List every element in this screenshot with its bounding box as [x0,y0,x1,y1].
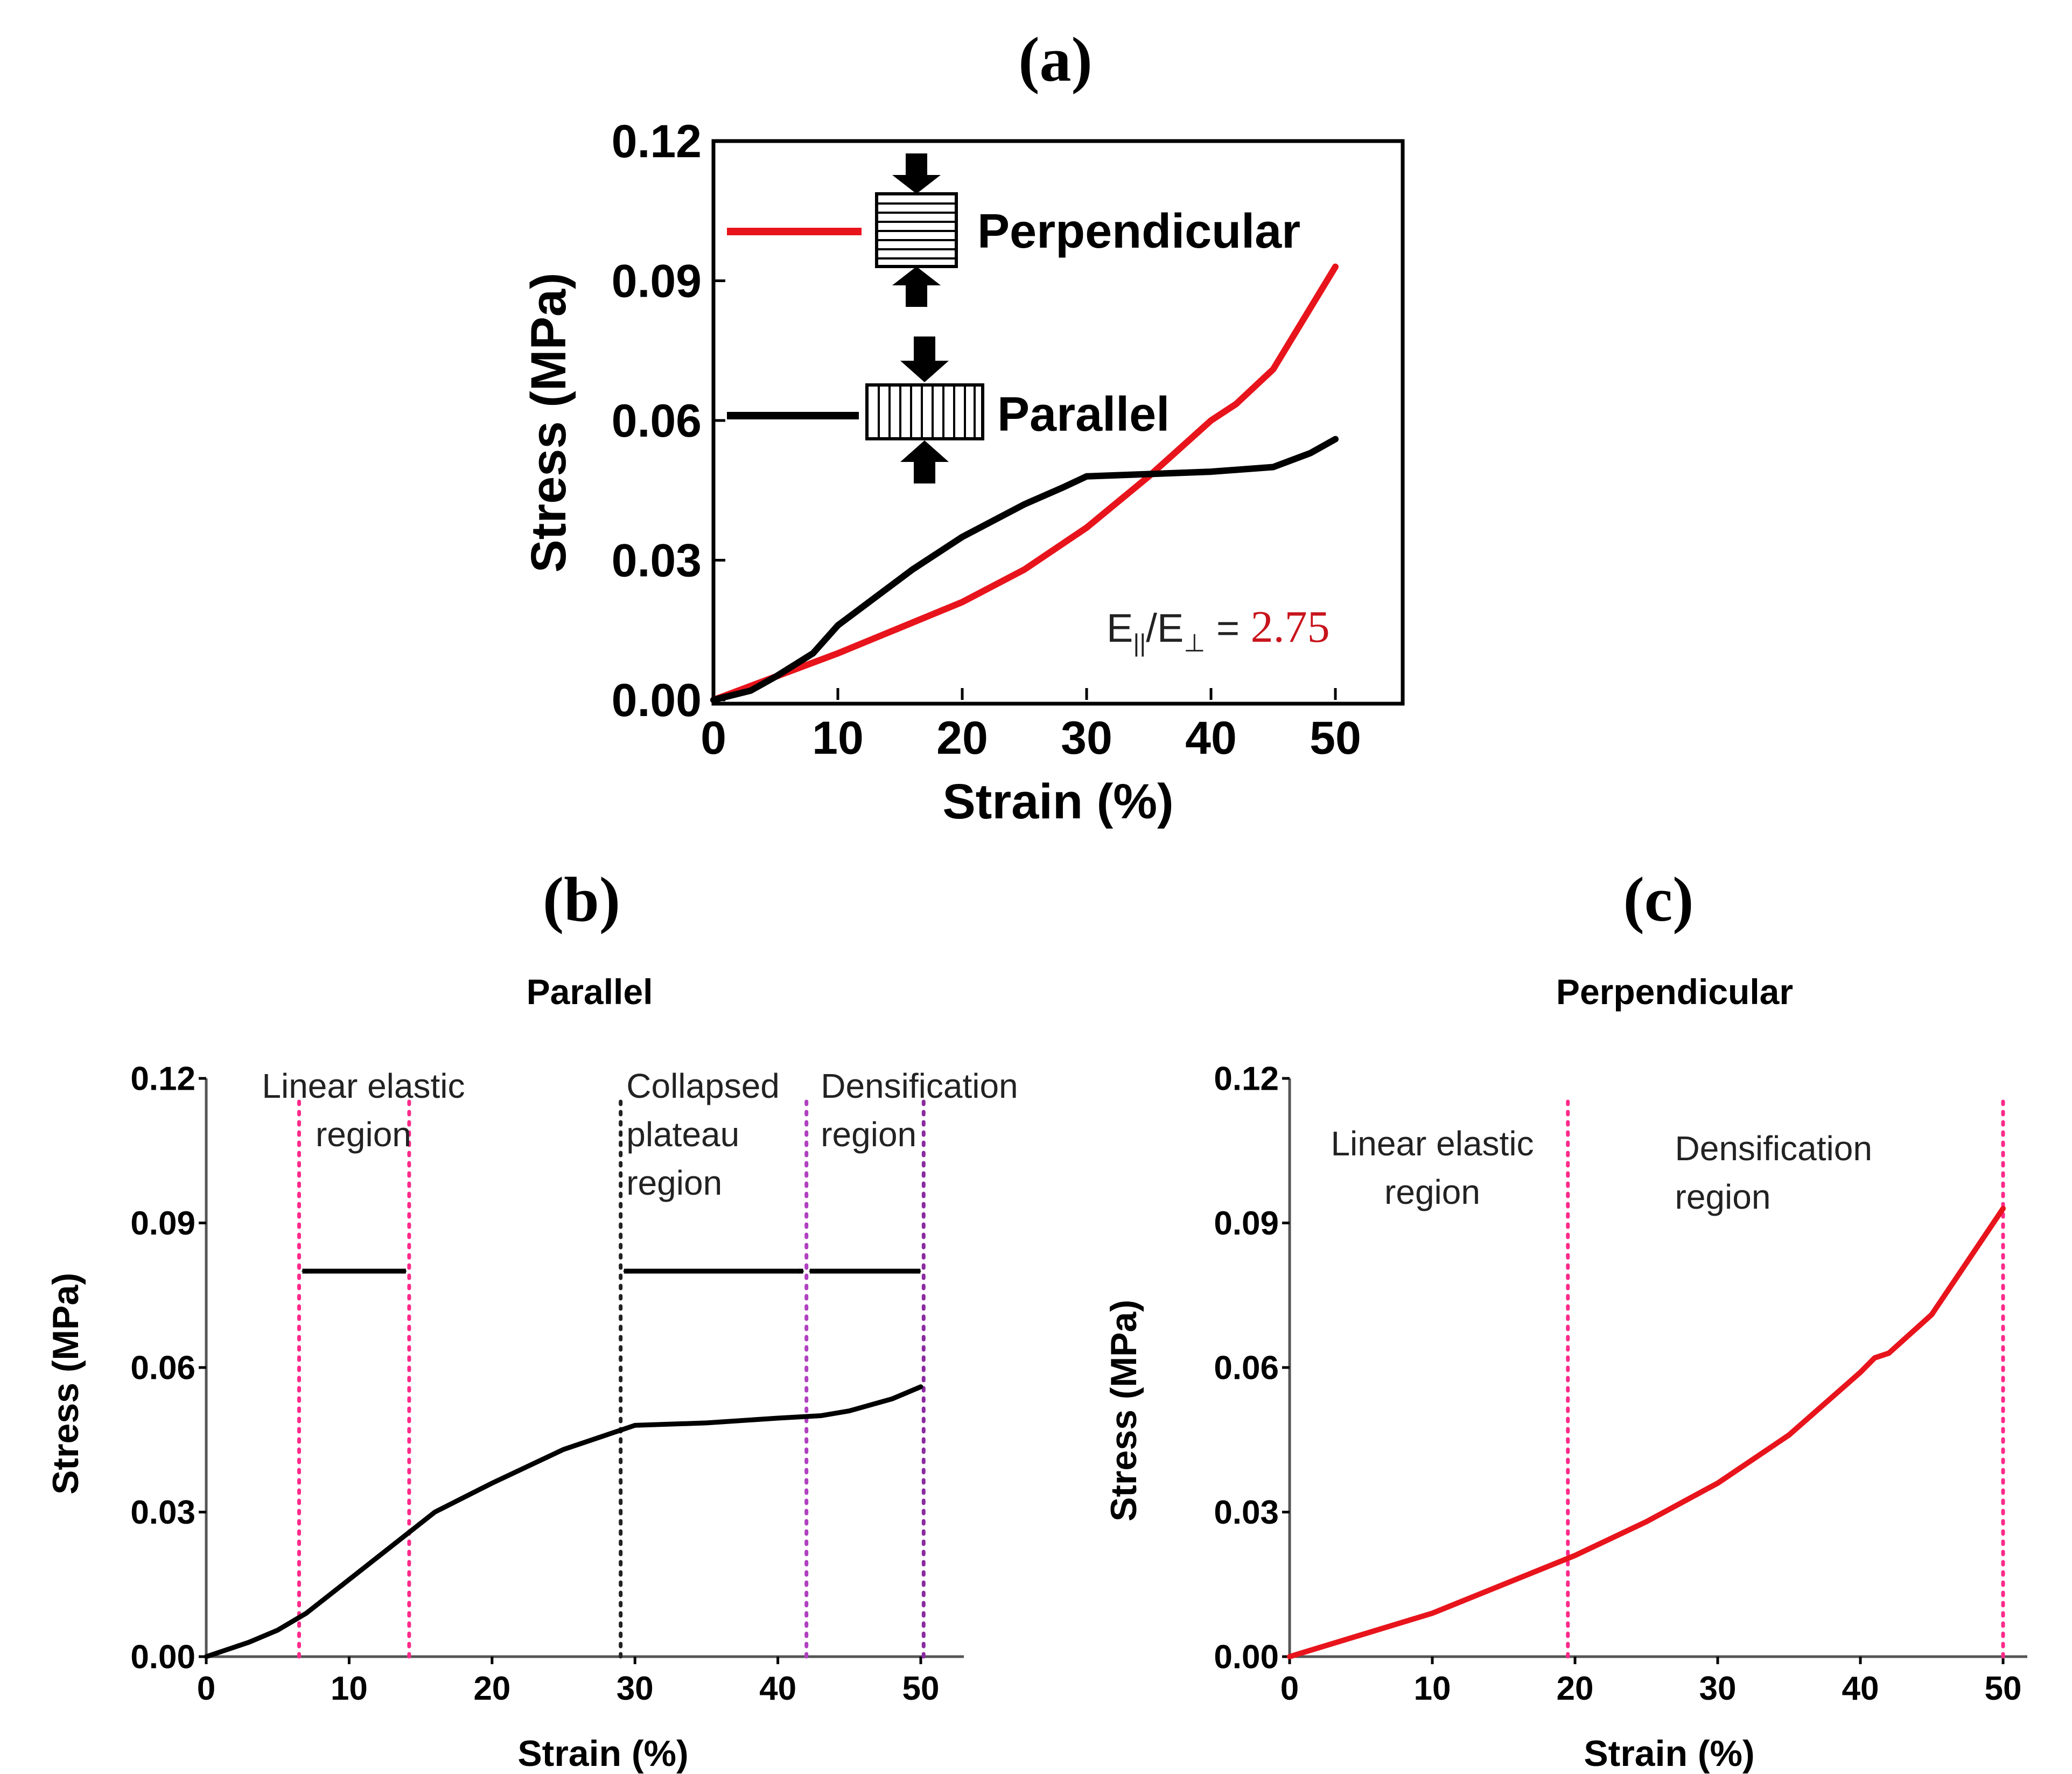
y-tick-label: 0.00 [130,1639,195,1676]
modulus-ratio-annotation: E||/E⊥ = 2.75 [1107,602,1330,657]
panel-a-ticks: 0 10 20 30 40 50 0.00 0.03 0.06 0.09 0.12 [612,116,1361,764]
y-tick-label: 0.00 [1214,1639,1279,1676]
x-tick-label: 40 [1185,712,1237,764]
series-line-parallel [204,1384,923,1659]
series-line-parallel [710,436,1339,703]
x-tick-label: 0 [1280,1670,1299,1707]
panel-b-axes [205,1078,964,1658]
y-tick-label: 0.12 [130,1061,195,1098]
series-line-perpendicular [1287,1205,2006,1659]
panel-b-series [204,1384,923,1659]
y-tick-label: 0.09 [130,1205,195,1242]
x-tick-label: 0 [701,712,726,764]
y-tick-label: 0.06 [612,395,702,447]
parallel-specimen-icon [865,336,984,483]
panel-c-region-boundaries [1566,1092,2005,1659]
panel-b-chart-title: Parallel [527,972,653,1012]
panel-c-y-axis-title: Stress (MPa) [1103,1300,1144,1521]
panel-b-ticks: 0 10 20 30 40 50 0.00 0.03 0.06 0.09 0.12 [130,1061,939,1707]
panel-b: (b) Parallel 0 10 20 30 40 50 0.00 0.03 0.06 0.09… [45,864,1018,1774]
y-tick-label: 0.09 [612,256,702,307]
panel-a-series [710,263,1339,703]
region-label: Densification region [1675,1129,1872,1216]
x-tick-label: 20 [473,1670,510,1707]
x-tick-label: 40 [759,1670,796,1707]
legend-parallel: Parallel [727,336,1170,483]
panel-b-y-axis-title: Stress (MPa) [45,1273,86,1495]
panel-c-axes [1288,1078,2027,1658]
y-tick-label: 0.12 [612,116,702,167]
region-label: Densification region [821,1067,1018,1154]
y-tick-label: 0.00 [612,675,702,726]
region-label: Collapsed plateau region [626,1067,780,1202]
x-tick-label: 30 [1061,712,1112,764]
x-tick-label: 10 [1414,1670,1451,1707]
x-tick-label: 40 [1842,1670,1879,1707]
region-label: Linear elastic region [262,1067,465,1154]
y-tick-label: 0.03 [612,535,702,587]
panel-c-region-labels: Linear elastic region Densification region [1331,1124,1872,1216]
x-tick-label: 20 [936,712,988,764]
x-tick-label: 50 [1310,712,1361,764]
panel-c-x-axis-title: Strain (%) [1584,1733,1754,1774]
series-line-perpendicular [710,263,1339,703]
panel-a-y-axis-title: Stress (MPa) [521,272,576,572]
x-tick-label: 0 [197,1670,215,1707]
legend-perpendicular: Perpendicular [727,153,1300,307]
x-tick-label: 10 [812,712,864,764]
y-tick-label: 0.09 [1214,1205,1279,1242]
x-tick-label: 50 [902,1670,940,1707]
compress-down-arrow-icon [900,336,949,382]
panel-b-label: (b) [543,864,620,935]
perpendicular-specimen-icon [875,153,958,307]
x-tick-label: 20 [1557,1670,1594,1707]
panel-b-region-boundaries [297,1092,926,1659]
panel-b-region-labels: Linear elastic region Collapsed plateau regi… [262,1067,1018,1202]
x-tick-label: 30 [617,1670,654,1707]
legend-parallel-label: Parallel [997,388,1170,441]
panel-c-chart-title: Perpendicular [1556,972,1793,1012]
panel-b-x-axis-title: Strain (%) [517,1733,688,1774]
y-tick-label: 0.06 [130,1350,195,1387]
panel-c: (c) Perpendicular 0 10 20 30 40 50 0.00 0.03 0.0… [1103,864,2027,1774]
y-tick-label: 0.12 [1214,1061,1279,1098]
region-label: Linear elastic region [1331,1124,1534,1211]
compress-up-arrow-icon [900,440,949,483]
y-tick-label: 0.06 [1214,1350,1279,1387]
legend-perpendicular-label: Perpendicular [977,205,1300,258]
panel-c-label: (c) [1623,864,1694,935]
x-tick-label: 10 [331,1670,368,1707]
panel-c-series [1287,1205,2006,1659]
y-tick-label: 0.03 [1214,1494,1279,1531]
panel-a: (a) 0 10 20 30 40 50 0.00 0.03 0.06 0.09 0.12 Stra… [521,24,1405,829]
x-tick-label: 50 [1985,1670,2022,1707]
compress-down-arrow-icon [892,153,941,194]
x-tick-label: 30 [1699,1670,1737,1707]
panel-a-x-axis-title: Strain (%) [942,774,1173,829]
panel-a-label: (a) [1018,24,1093,95]
y-tick-label: 0.03 [130,1494,195,1531]
compress-up-arrow-icon [892,267,941,307]
